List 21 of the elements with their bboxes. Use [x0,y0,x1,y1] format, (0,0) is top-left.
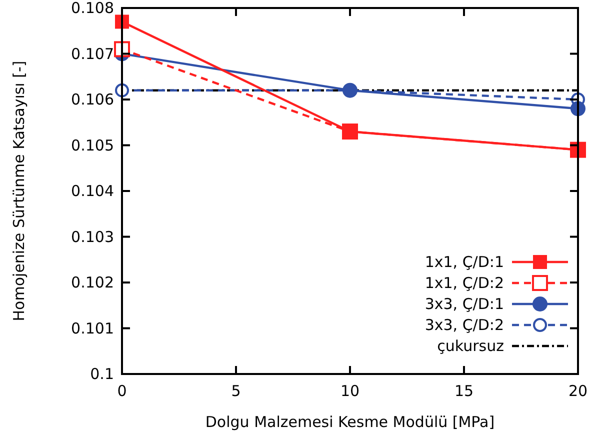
y-tick-label: 0.104 [71,182,114,200]
legend-label: 1x1, Ç/D:1 [424,253,504,271]
y-tick-label: 0.108 [71,0,114,17]
x-tick-label: 10 [340,382,360,400]
y-tick-label: 0.101 [71,319,114,338]
y-tick-label: 0.106 [71,90,114,108]
legend-label: çukursuz [437,337,504,355]
y-tick-label: 0.1 [90,365,114,383]
x-tick-label: 5 [231,382,241,400]
y-tick-label: 0.102 [71,274,114,292]
legend-label: 3x3, Ç/D:1 [424,295,504,313]
x-tick-label: 20 [568,382,588,400]
legend-label: 1x1, Ç/D:2 [424,274,504,292]
x-tick-label: 15 [454,382,474,400]
y-tick-label: 0.103 [71,228,114,246]
y-tick-label: 0.105 [71,136,114,154]
legend-label: 3x3, Ç/D:2 [424,316,504,334]
x-axis-title: Dolgu Malzemesi Kesme Modülü [MPa] [205,413,495,431]
y-axis-title: Homojenize Sürtünme Katsayısı [-] [10,60,28,322]
x-tick-label: 0 [117,382,127,400]
y-tick-label: 0.107 [71,44,114,63]
